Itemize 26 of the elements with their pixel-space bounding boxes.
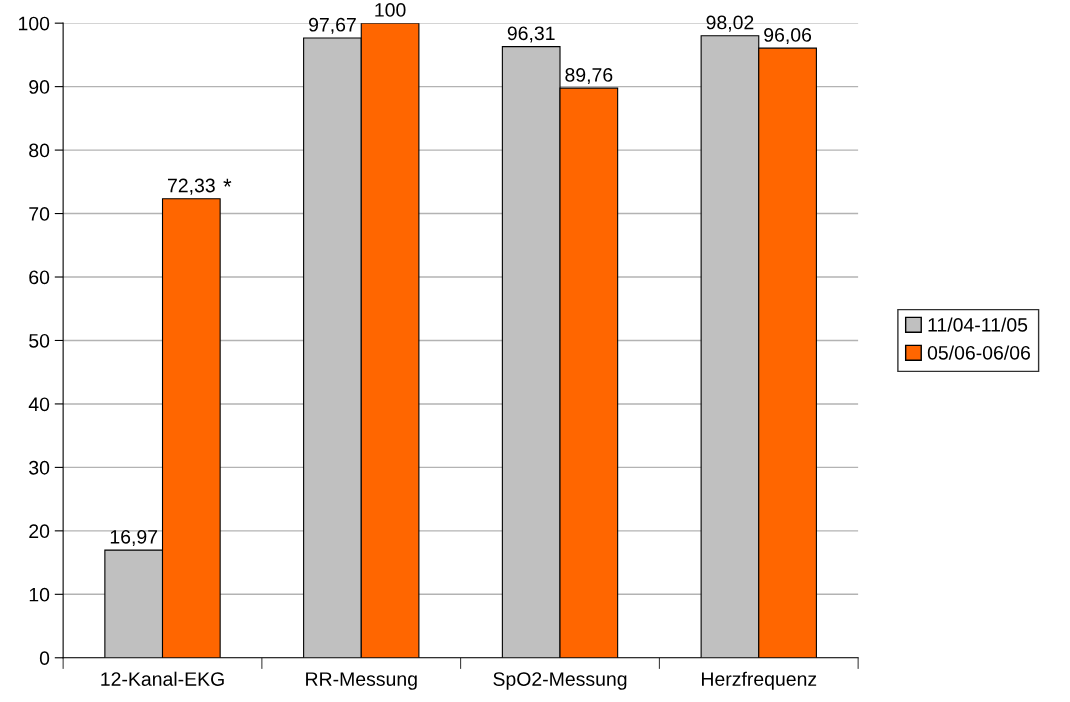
- data-label: 96,06: [764, 28, 812, 45]
- data-label: 89,76: [565, 68, 613, 85]
- y-tick-label: 60: [29, 270, 50, 285]
- y-tick-label: 100: [18, 16, 50, 31]
- y-tick-label: 70: [29, 207, 50, 221]
- y-tick-label: 40: [28, 397, 50, 412]
- x-tick-label: SpO2-Messung: [493, 672, 627, 690]
- data-label: 97,67: [309, 17, 356, 34]
- y-tick-label: 20: [29, 524, 50, 539]
- legend-label: 05/06-06/06: [927, 345, 1030, 360]
- data-label: 16,97: [110, 529, 158, 546]
- data-label: 72,33: [168, 178, 215, 195]
- x-tick-label: 12-Kanal-EKG: [101, 671, 224, 686]
- y-tick-label: 10: [29, 587, 50, 602]
- data-label: 100: [375, 3, 406, 17]
- y-tick-label: 30: [29, 460, 50, 475]
- y-tick-label: 50: [29, 333, 50, 348]
- x-tick-label: RR-Messung: [306, 672, 417, 690]
- data-label: 98,02: [706, 15, 754, 32]
- y-tick-label: 0: [39, 651, 50, 666]
- data-label: 96,31: [507, 26, 555, 43]
- legend-label: 11/04-11/05: [928, 317, 1028, 332]
- y-tick-label: 90: [29, 80, 50, 94]
- x-tick-label: Herzfrequenz: [702, 671, 817, 690]
- y-tick-label: 80: [29, 143, 50, 158]
- annotation: *: [223, 178, 232, 187]
